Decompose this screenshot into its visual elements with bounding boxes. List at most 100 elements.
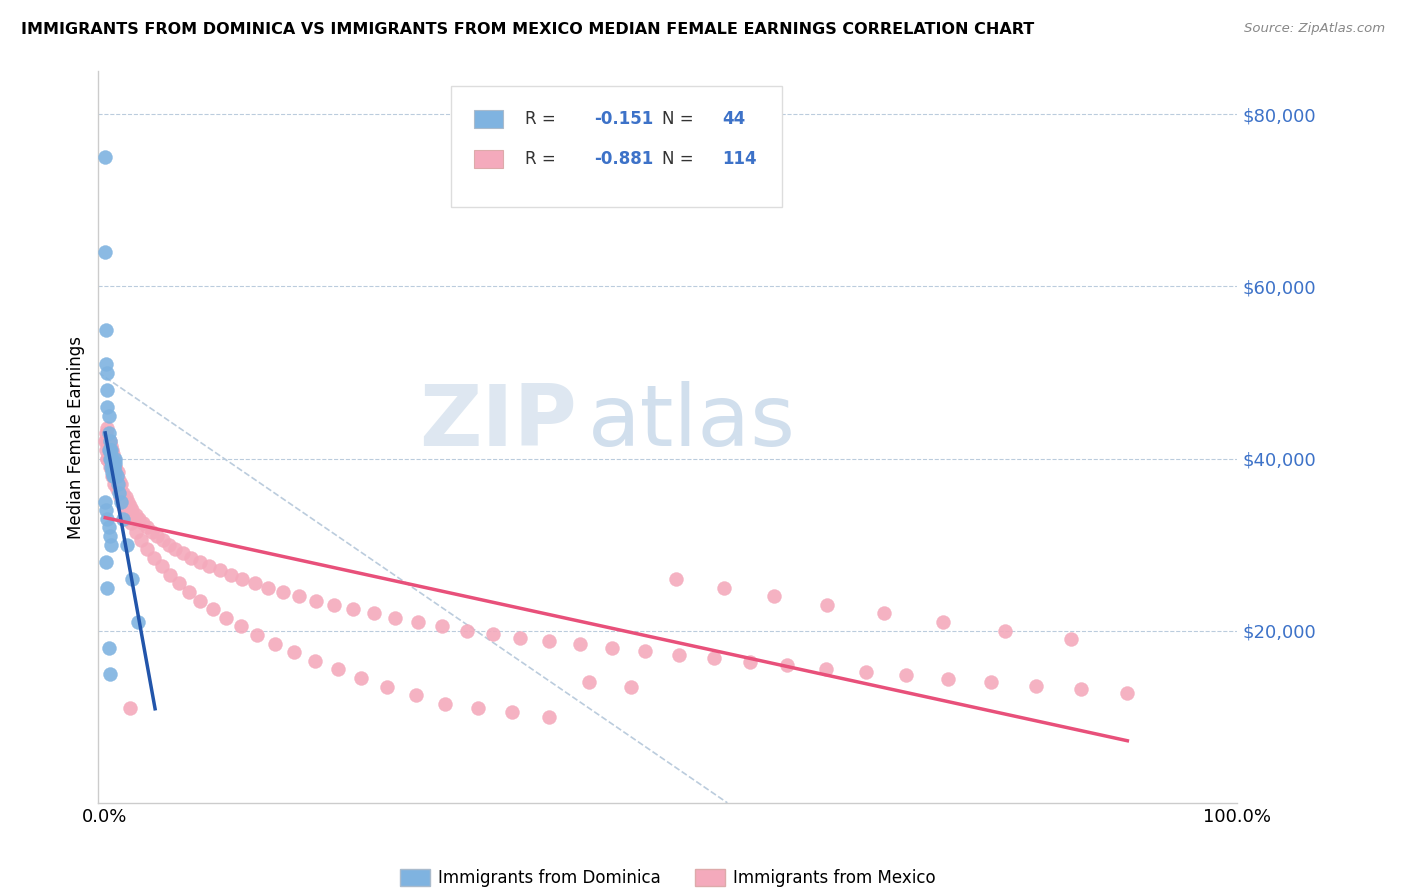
Point bbox=[776, 658, 799, 673]
Point bbox=[363, 607, 385, 621]
Point bbox=[201, 602, 224, 616]
Point bbox=[96, 434, 118, 449]
Point bbox=[125, 508, 148, 522]
Point bbox=[104, 465, 127, 479]
Point bbox=[509, 631, 531, 645]
Point bbox=[326, 662, 349, 676]
Text: ZIP: ZIP bbox=[419, 381, 576, 464]
Point bbox=[456, 624, 478, 638]
Point bbox=[94, 245, 117, 260]
Point bbox=[855, 665, 877, 679]
Point bbox=[97, 442, 120, 457]
Point bbox=[96, 512, 118, 526]
Point bbox=[115, 538, 138, 552]
Point bbox=[665, 572, 688, 586]
Point bbox=[97, 640, 120, 655]
Point bbox=[430, 619, 453, 633]
Point bbox=[257, 581, 280, 595]
Legend: Immigrants from Dominica, Immigrants from Mexico: Immigrants from Dominica, Immigrants fro… bbox=[394, 863, 942, 892]
Point bbox=[620, 680, 643, 694]
Point bbox=[101, 460, 124, 475]
Point bbox=[219, 567, 242, 582]
Point bbox=[713, 581, 735, 595]
Point bbox=[231, 619, 253, 633]
Point bbox=[97, 451, 120, 466]
Point bbox=[384, 611, 406, 625]
Point bbox=[142, 550, 165, 565]
Point bbox=[264, 637, 287, 651]
Point bbox=[96, 366, 118, 380]
Point bbox=[101, 468, 124, 483]
Point bbox=[167, 576, 190, 591]
Point bbox=[190, 555, 212, 569]
Point bbox=[101, 465, 124, 479]
Point bbox=[434, 697, 457, 711]
Point bbox=[108, 473, 131, 487]
Point bbox=[110, 477, 132, 491]
Point bbox=[127, 615, 149, 629]
Point bbox=[120, 499, 142, 513]
Point bbox=[97, 434, 120, 449]
Point bbox=[323, 598, 346, 612]
Point bbox=[141, 524, 163, 539]
Point bbox=[501, 706, 523, 720]
Point bbox=[96, 555, 118, 569]
Point bbox=[405, 688, 427, 702]
Point bbox=[668, 648, 690, 662]
Point bbox=[120, 516, 142, 530]
Point bbox=[128, 512, 150, 526]
Point bbox=[114, 491, 136, 505]
Point bbox=[600, 640, 623, 655]
FancyBboxPatch shape bbox=[474, 150, 503, 169]
Point bbox=[105, 468, 128, 483]
Point bbox=[110, 494, 132, 508]
Point bbox=[350, 671, 373, 685]
Point bbox=[100, 442, 122, 457]
Point bbox=[111, 494, 134, 508]
Point bbox=[1025, 679, 1047, 693]
Point bbox=[165, 541, 187, 556]
Point bbox=[104, 460, 127, 475]
Point bbox=[538, 710, 561, 724]
Point bbox=[131, 516, 153, 530]
Point bbox=[101, 465, 124, 479]
Point bbox=[96, 322, 118, 336]
Point bbox=[271, 585, 294, 599]
Text: 114: 114 bbox=[723, 150, 758, 168]
Point bbox=[94, 150, 117, 164]
Point bbox=[98, 529, 121, 543]
Point bbox=[1060, 632, 1083, 647]
Point bbox=[94, 494, 117, 508]
Text: R =: R = bbox=[526, 110, 561, 128]
Point bbox=[172, 546, 194, 560]
Point bbox=[190, 593, 212, 607]
Point bbox=[121, 503, 143, 517]
Point bbox=[152, 533, 174, 548]
Point bbox=[117, 494, 139, 508]
Text: N =: N = bbox=[662, 110, 699, 128]
Point bbox=[198, 559, 221, 574]
Point bbox=[100, 442, 122, 457]
Point bbox=[100, 439, 122, 453]
Text: -0.881: -0.881 bbox=[593, 150, 652, 168]
Point bbox=[288, 589, 311, 603]
Point bbox=[931, 615, 953, 629]
Point bbox=[215, 611, 238, 625]
Point bbox=[100, 456, 122, 470]
Point bbox=[131, 533, 153, 548]
Point bbox=[104, 456, 127, 470]
Point bbox=[97, 520, 120, 534]
Point bbox=[103, 451, 125, 466]
Point bbox=[108, 491, 131, 505]
Point bbox=[96, 451, 118, 466]
Point bbox=[107, 477, 129, 491]
Point bbox=[738, 655, 761, 669]
Point bbox=[283, 645, 305, 659]
Point bbox=[98, 451, 121, 466]
Point bbox=[98, 434, 121, 449]
Y-axis label: Median Female Earnings: Median Female Earnings bbox=[66, 335, 84, 539]
Point bbox=[96, 400, 118, 414]
Point bbox=[96, 421, 118, 435]
Text: IMMIGRANTS FROM DOMINICA VS IMMIGRANTS FROM MEXICO MEDIAN FEMALE EARNINGS CORREL: IMMIGRANTS FROM DOMINICA VS IMMIGRANTS F… bbox=[21, 22, 1035, 37]
FancyBboxPatch shape bbox=[451, 86, 782, 207]
